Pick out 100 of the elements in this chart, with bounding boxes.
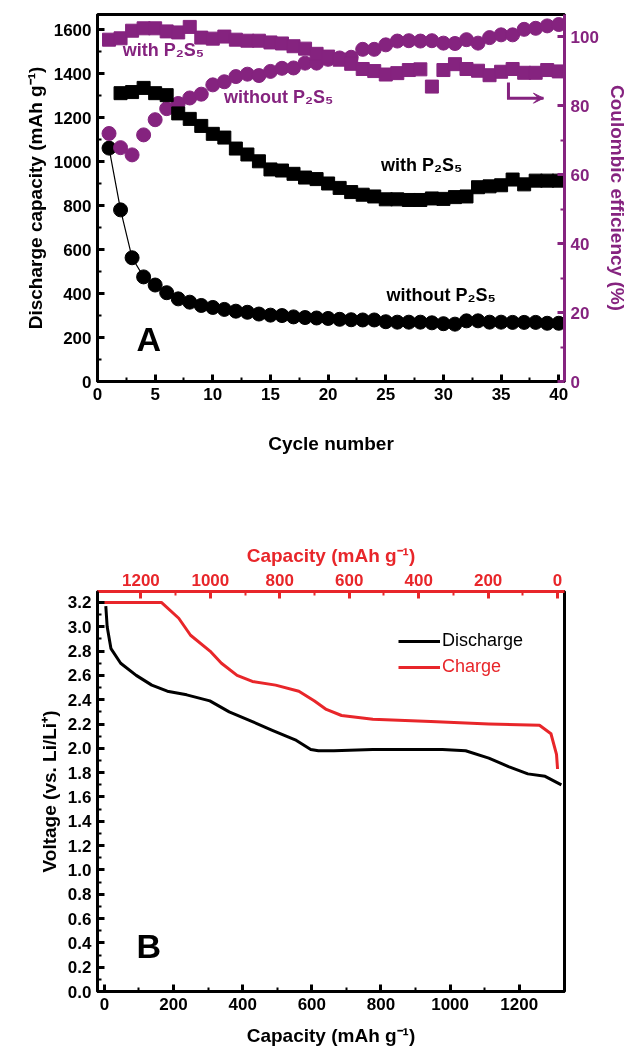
series-label: without P₂S₅ [385, 285, 496, 306]
point [470, 35, 486, 51]
point [171, 25, 186, 40]
point [171, 106, 186, 121]
point [147, 277, 163, 293]
point [239, 304, 255, 320]
point [459, 189, 474, 204]
point [136, 269, 152, 285]
point [447, 35, 463, 51]
x2-tick-label: 600 [335, 570, 364, 590]
y-tick-label: 0.0 [67, 982, 92, 1002]
point [136, 127, 152, 143]
point [113, 140, 129, 156]
point [182, 90, 198, 106]
y-tick-label: 1600 [53, 20, 92, 40]
point [551, 315, 565, 331]
y-tick-label: 800 [63, 196, 92, 216]
point [436, 63, 451, 78]
point [551, 17, 565, 32]
x2-tick-label: 0 [552, 570, 563, 590]
y-tick-label: 2.6 [67, 666, 92, 686]
point [344, 56, 359, 71]
y2-tick-label: 100 [570, 27, 599, 47]
point [101, 126, 117, 141]
point [551, 64, 565, 79]
point [193, 86, 209, 102]
x-axis-title: Cycle number [268, 432, 395, 454]
point [147, 112, 163, 128]
x-tick-label: 0 [99, 994, 110, 1014]
x2-tick-label: 400 [404, 570, 433, 590]
point [216, 301, 232, 317]
y-tick-label: 1.8 [67, 763, 92, 783]
point [216, 74, 232, 90]
point [159, 88, 174, 103]
series-label: without P₂S₅ [223, 87, 334, 108]
y-tick-label: 400 [63, 284, 92, 304]
y-tick-label: 1.4 [67, 812, 93, 832]
point [413, 62, 428, 77]
y-tick-label: 0.4 [67, 933, 93, 953]
y-tick-label: 0.8 [67, 885, 92, 905]
x2-tick-label: 1200 [121, 570, 160, 590]
x2-tick-label: 200 [473, 570, 503, 590]
y-tick-label: 3.2 [67, 593, 92, 613]
x-tick-label: 5 [150, 384, 160, 404]
y-tick-label: 1.0 [67, 860, 92, 880]
legend-label: Discharge [442, 630, 524, 651]
x-tick-label: 30 [433, 384, 453, 404]
y-tick-label: 0.6 [67, 909, 92, 929]
x-tick-label: 1000 [431, 994, 469, 1014]
y2-tick-label: 20 [570, 303, 590, 323]
x2-tick-label: 1000 [191, 570, 230, 590]
y2-tick-label: 80 [570, 96, 590, 116]
x-tick-label: 400 [228, 994, 257, 1014]
y-axis-title: Voltage (vs. Li/Li⁺) [38, 710, 60, 873]
point [286, 60, 302, 76]
point [136, 80, 151, 95]
y-tick-label: 2.2 [67, 715, 92, 735]
point [447, 316, 463, 332]
y2-tick-label: 40 [570, 234, 590, 254]
point [228, 141, 243, 156]
y-tick-label: 2.4 [67, 690, 93, 710]
x-tick-label: 20 [318, 384, 338, 404]
y-tick-label: 2.8 [67, 642, 92, 662]
point [113, 202, 129, 218]
x-tick-label: 800 [366, 994, 396, 1014]
point [182, 294, 198, 310]
x2-tick-label: 800 [265, 570, 294, 590]
y-tick-label: 1200 [53, 108, 92, 128]
x-tick-label: 25 [376, 384, 396, 404]
point [366, 41, 382, 57]
y-tick-label: 3.0 [67, 617, 92, 637]
legend-label: Charge [442, 656, 502, 677]
point [424, 79, 439, 94]
point [159, 285, 175, 301]
y-tick-label: 1400 [53, 64, 92, 84]
point [124, 147, 140, 163]
y-tick-label: 200 [63, 328, 92, 348]
series-label: with P₂S₅ [379, 154, 463, 175]
point [505, 27, 521, 43]
y-tick-label: 1.6 [67, 787, 92, 807]
x-tick-label: 200 [159, 994, 188, 1014]
point [262, 63, 278, 79]
y2-axis-title: Coulombic efficiency (%) [606, 85, 628, 311]
point [240, 147, 255, 162]
point [458, 32, 474, 48]
y-tick-label: 1000 [53, 152, 92, 172]
x-tick-label: 600 [297, 994, 327, 1014]
point [262, 307, 278, 323]
y-axis-title: Discharge capacity (mAh g⁻¹) [24, 66, 46, 330]
annotation: B [136, 926, 162, 965]
series-label: with P₂S₅ [121, 40, 204, 61]
point [182, 19, 197, 34]
point [217, 130, 232, 145]
point [251, 68, 267, 84]
y-tick-label: 600 [63, 240, 92, 260]
y2-tick-label: 60 [570, 165, 590, 185]
y-tick-label: 2.0 [67, 739, 92, 759]
x-tick-label: 1200 [500, 994, 539, 1014]
y-tick-label: 1.2 [67, 836, 92, 856]
point [124, 250, 140, 266]
